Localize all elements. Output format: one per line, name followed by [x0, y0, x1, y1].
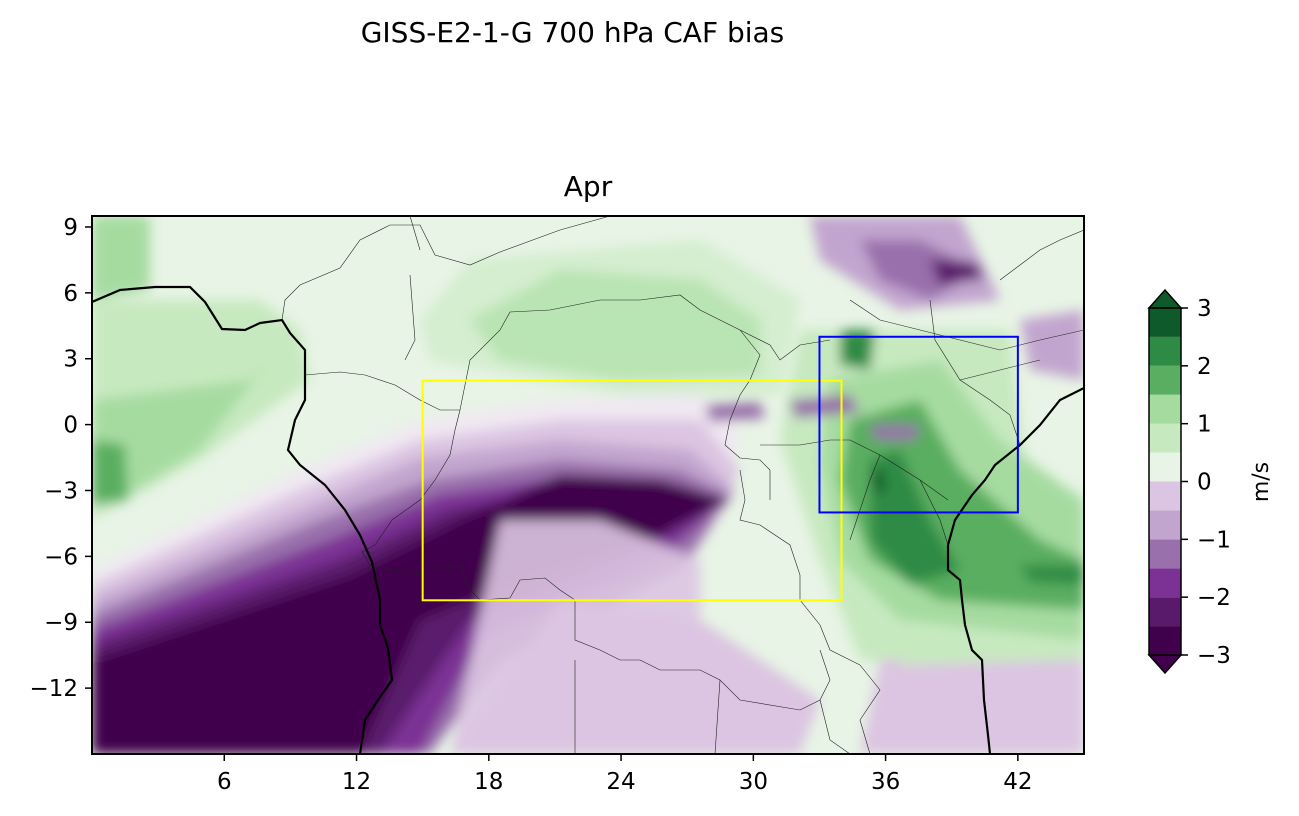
colorbar-bin: [1149, 308, 1181, 337]
colorbar-bin: [1149, 452, 1181, 482]
bias-field: [92, 216, 1084, 754]
colorbar-bin: [1149, 539, 1181, 569]
colorbar: [1147, 288, 1183, 675]
x-tick-label: 30: [739, 769, 768, 795]
colorbar-bin: [1149, 394, 1181, 424]
colorbar-bin: [1149, 481, 1181, 511]
y-tick-label: 6: [63, 281, 78, 307]
region-box-east: [818, 335, 1019, 514]
y-tick-label: −6: [44, 544, 78, 570]
coastlines: [92, 285, 1084, 754]
colorbar-tick-label: 3: [1197, 296, 1212, 322]
colorbar-tick-label: 1: [1197, 412, 1212, 438]
colorbar-ticks: 3 2 1 0 −1 −2 −3: [1181, 296, 1231, 669]
colorbar-extend-low: [1147, 654, 1183, 675]
colorbar-extend-high: [1147, 288, 1183, 309]
colorbar-bin: [1149, 423, 1181, 453]
y-tick-label: 0: [63, 413, 78, 439]
x-tick-label: 36: [871, 769, 900, 795]
colorbar-bin: [1149, 510, 1181, 540]
x-tick-label: 24: [606, 769, 635, 795]
x-tick-label: 6: [217, 769, 232, 795]
y-tick-label: −9: [44, 610, 78, 636]
y-tick-label: 3: [63, 347, 78, 373]
colorbar-tick-label: −1: [1197, 527, 1231, 553]
colorbar-bin: [1149, 365, 1181, 395]
figure-title: GISS-E2-1-G 700 hPa CAF bias: [360, 16, 785, 49]
x-tick-label: 12: [342, 769, 371, 795]
region-box-west: [421, 379, 843, 602]
x-axis-ticks: 6 12 18 24 30 36 42: [217, 754, 1033, 795]
colorbar-tick-label: −2: [1197, 585, 1231, 611]
x-tick-label: 42: [1003, 769, 1032, 795]
map-frame: [91, 215, 1085, 755]
y-tick-label: 9: [63, 215, 78, 241]
x-tick-label: 18: [474, 769, 503, 795]
colorbar-bin: [1149, 597, 1181, 627]
colorbar-tick-label: 0: [1197, 470, 1212, 496]
y-axis-ticks: 9 6 3 0 −3 −6 −9 −12: [29, 215, 92, 702]
y-tick-label: −3: [44, 478, 78, 504]
country-borders: [281, 216, 1084, 754]
colorbar-bin: [1149, 626, 1181, 655]
colorbar-bin: [1149, 336, 1181, 366]
colorbar-bin: [1149, 568, 1181, 598]
panel-title: Apr: [563, 170, 613, 203]
colorbar-label: m/s: [1249, 462, 1274, 502]
colorbar-tick-label: −3: [1197, 643, 1231, 669]
colorbar-tick-label: 2: [1197, 354, 1212, 380]
y-tick-label: −12: [29, 676, 78, 702]
